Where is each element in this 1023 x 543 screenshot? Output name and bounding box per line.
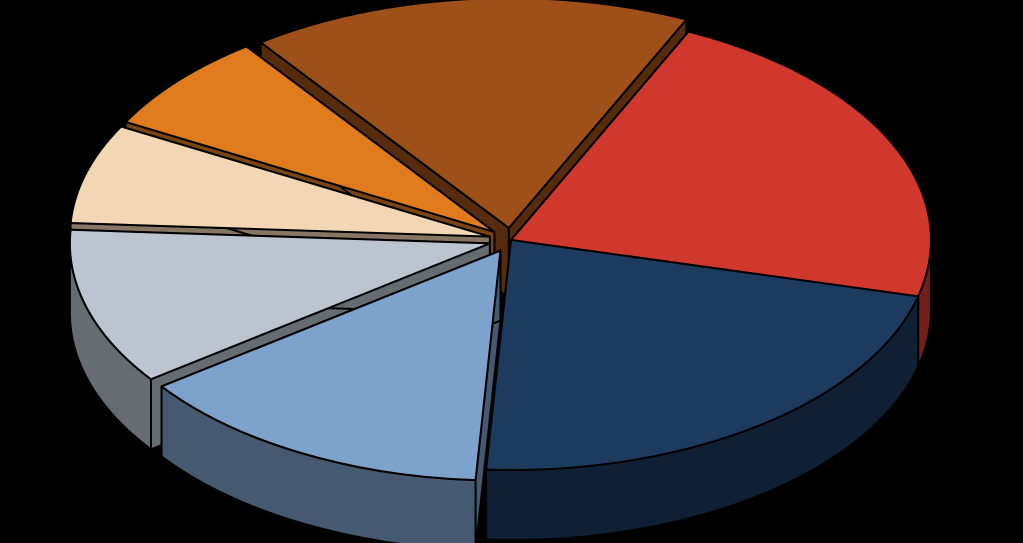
pie-chart-3d xyxy=(0,0,1023,543)
